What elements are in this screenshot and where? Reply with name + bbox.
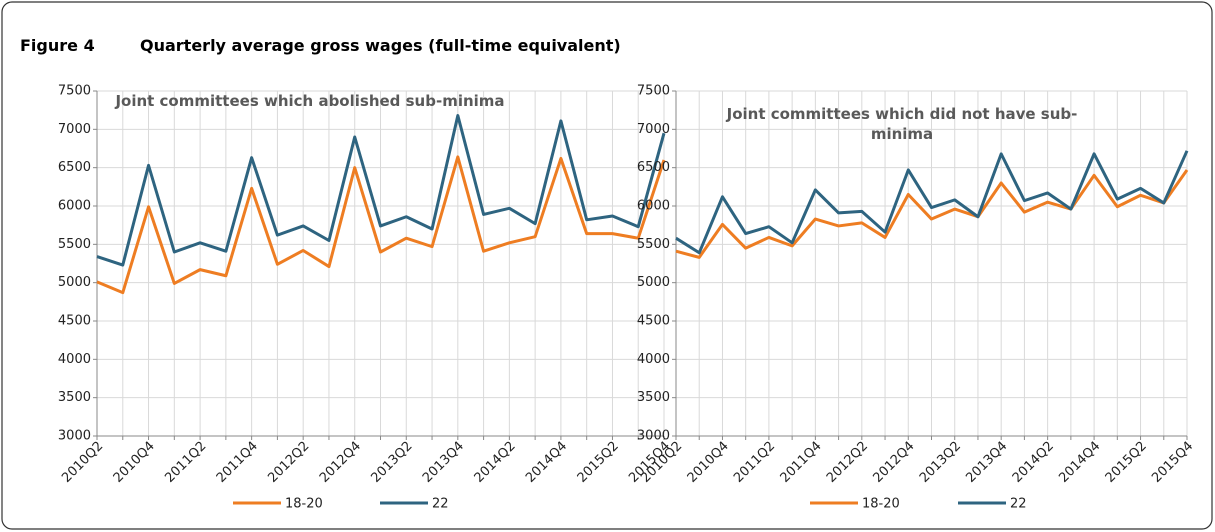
x-tick-label: 2011Q2 — [731, 439, 778, 486]
x-tick-label: 2012Q4 — [317, 439, 364, 486]
x-tick-label: 2012Q4 — [870, 439, 917, 486]
x-tick-label: 2013Q4 — [420, 439, 467, 486]
x-tick-label: 2012Q2 — [265, 439, 312, 486]
y-tick-label: 6000 — [637, 199, 670, 214]
legend-label: 22 — [1010, 497, 1027, 512]
y-tick-label: 4000 — [637, 352, 670, 367]
series-line — [96, 114, 666, 267]
chart-title: Joint committees which abolished sub-min… — [115, 92, 505, 110]
legend-label: 18-20 — [862, 497, 900, 512]
x-tick-label: 2013Q4 — [963, 439, 1010, 486]
legend-label: 22 — [432, 497, 449, 512]
x-tick-label: 2015Q4 — [1149, 439, 1196, 486]
x-tick-label: 2013Q2 — [917, 439, 964, 486]
y-tick-label: 6000 — [58, 199, 91, 214]
x-tick-label: 2010Q4 — [111, 439, 158, 486]
y-tick-label: 5500 — [637, 237, 670, 252]
y-tick-label: 4500 — [637, 314, 670, 329]
figure-title: Quarterly average gross wages (full-time… — [140, 36, 621, 55]
x-tick-label: 2013Q2 — [368, 439, 415, 486]
x-tick-label: 2011Q4 — [214, 439, 261, 486]
x-tick-label: 2011Q2 — [162, 439, 209, 486]
y-tick-label: 3000 — [637, 429, 670, 444]
series-line — [675, 169, 1189, 259]
series-line — [96, 155, 666, 295]
y-tick-label: 5000 — [58, 275, 91, 290]
y-tick-label: 7500 — [637, 84, 670, 99]
x-tick-label: 2014Q2 — [472, 439, 519, 486]
y-tick-label: 5000 — [637, 275, 670, 290]
figure-label: Figure 4 — [20, 36, 95, 55]
y-tick-label: 5500 — [58, 237, 91, 252]
legend-label: 18-20 — [285, 497, 323, 512]
x-tick-label: 2011Q4 — [778, 439, 825, 486]
x-tick-label: 2012Q2 — [824, 439, 871, 486]
y-tick-label: 7000 — [637, 122, 670, 137]
y-tick-label: 4500 — [58, 314, 91, 329]
x-tick-label: 2014Q2 — [1010, 439, 1057, 486]
x-tick-label: 2014Q4 — [1056, 439, 1103, 486]
y-tick-label: 6500 — [637, 160, 670, 175]
series-line — [675, 150, 1189, 255]
y-tick-label: 6500 — [58, 160, 91, 175]
y-tick-label: 7000 — [58, 122, 91, 137]
x-tick-label: 2015Q2 — [575, 439, 622, 486]
y-tick-label: 3500 — [637, 390, 670, 405]
y-tick-label: 3500 — [58, 390, 91, 405]
y-tick-label: 4000 — [58, 352, 91, 367]
x-tick-label: 2010Q4 — [685, 439, 732, 486]
x-tick-label: 2015Q2 — [1103, 439, 1150, 486]
chart-title: Joint committees which did not have sub-… — [726, 105, 1078, 143]
x-tick-label: 2014Q4 — [523, 439, 570, 486]
x-tick-label: 2010Q2 — [59, 439, 106, 486]
y-tick-label: 7500 — [58, 84, 91, 99]
y-tick-label: 3000 — [58, 429, 91, 444]
